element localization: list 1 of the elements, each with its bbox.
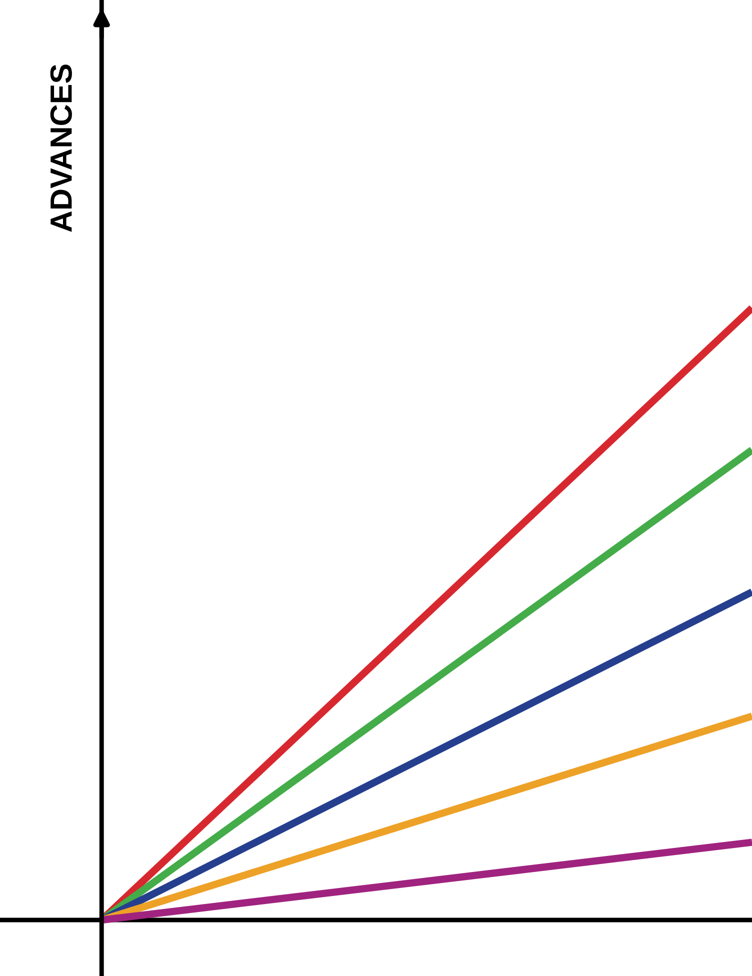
y-axis-title: ADVANCES	[50, 64, 72, 232]
